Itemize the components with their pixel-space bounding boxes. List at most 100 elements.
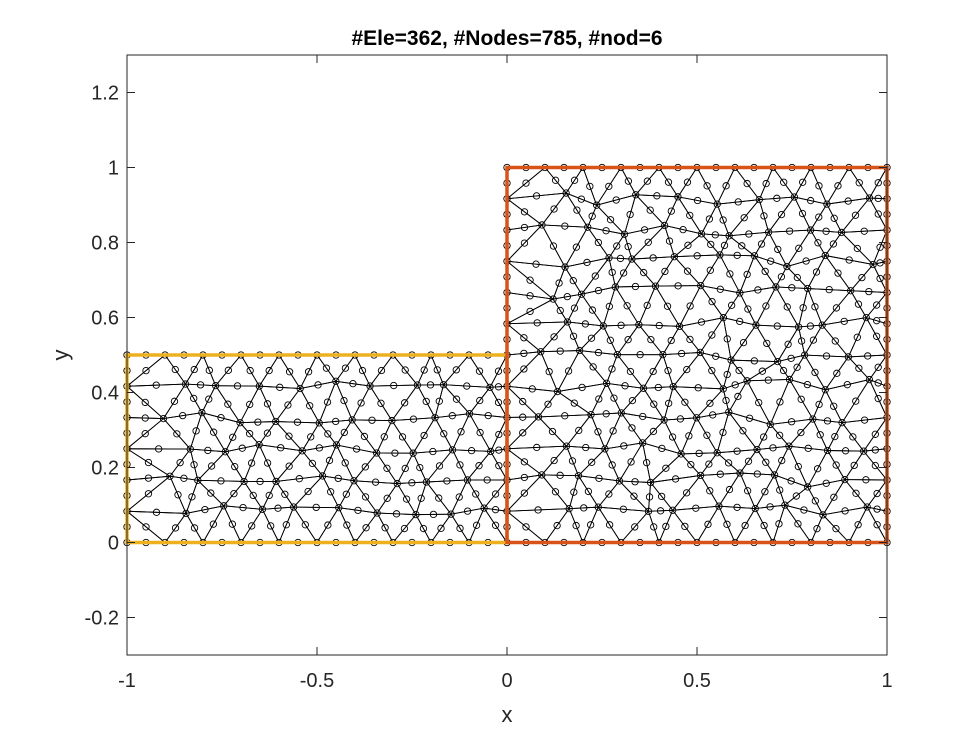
mesh-node: [526, 276, 534, 284]
mesh-node: [526, 292, 534, 300]
x-tick-label: -0.5: [300, 670, 334, 692]
mesh-node: [573, 206, 581, 214]
mesh-node: [681, 398, 689, 406]
mesh-node: [285, 462, 293, 470]
mesh-node: [440, 430, 448, 438]
mesh-node: [520, 365, 528, 373]
mesh-node: [173, 430, 181, 438]
mesh-node: [639, 412, 647, 421]
mesh-node: [285, 368, 294, 376]
mesh-node: [192, 427, 200, 435]
mesh-node: [608, 461, 616, 469]
mesh-node: [845, 256, 853, 264]
mesh-node: [850, 461, 858, 470]
mesh-node: [246, 366, 254, 375]
mesh-node: [401, 399, 409, 407]
mesh-node: [833, 369, 841, 377]
mesh-node: [858, 273, 866, 282]
mesh-node: [343, 521, 351, 529]
mesh-node: [708, 366, 716, 375]
mesh-node: [570, 488, 578, 496]
mesh-node: [799, 304, 807, 312]
mesh-node: [725, 408, 733, 416]
mesh-node: [706, 487, 714, 495]
mesh-node: [304, 487, 312, 496]
mesh-node: [744, 305, 752, 313]
y-tick-label: 1.2: [91, 83, 119, 105]
mesh-node: [813, 465, 822, 473]
mesh-node: [761, 488, 769, 496]
mesh-node: [362, 524, 370, 532]
mesh-node: [606, 336, 614, 344]
mesh-node: [643, 301, 651, 310]
mesh-node: [834, 269, 842, 277]
mesh-node: [758, 367, 766, 375]
mesh-node: [340, 396, 348, 405]
mesh-node: [832, 304, 841, 312]
mesh-node: [551, 176, 560, 184]
mesh-node: [707, 240, 715, 249]
mesh-node: [238, 444, 246, 452]
mesh-node: [265, 491, 273, 500]
mesh-node: [570, 304, 579, 312]
x-tick-label: 0.5: [683, 670, 711, 692]
mesh-node: [190, 524, 199, 532]
mesh-node: [608, 268, 616, 277]
mesh-node: [811, 368, 819, 377]
mesh-node: [761, 267, 769, 276]
mesh-node: [209, 520, 218, 528]
mesh-node: [640, 268, 648, 277]
mesh-node: [624, 336, 632, 344]
y-tick-label: 0.8: [91, 233, 119, 255]
mesh-node: [745, 414, 754, 422]
mesh-node: [767, 257, 775, 265]
mesh-node: [798, 209, 807, 218]
mesh-node: [420, 431, 428, 440]
mesh-node: [832, 461, 840, 469]
mesh-node: [417, 494, 425, 502]
mesh-node: [494, 367, 503, 375]
mesh-node: [586, 182, 594, 190]
mesh-node: [141, 398, 149, 407]
mesh-node: [551, 488, 560, 496]
mesh-node: [876, 259, 884, 267]
y-tick-label: 0.2: [91, 458, 119, 480]
mesh-node: [640, 226, 649, 234]
mesh-node: [420, 366, 428, 374]
mesh-node: [739, 427, 747, 435]
mesh-node: [727, 301, 736, 309]
mesh-node: [179, 411, 187, 420]
mesh-node: [778, 456, 786, 465]
mesh-node: [784, 340, 792, 348]
mesh-node: [224, 366, 232, 374]
mesh-node: [876, 274, 884, 283]
mesh-node: [229, 433, 237, 441]
mesh-node: [569, 276, 577, 285]
mesh-node: [419, 524, 428, 533]
mesh-node: [650, 523, 658, 531]
mesh-node: [739, 338, 748, 347]
mesh-node: [400, 524, 409, 533]
mesh-node: [736, 317, 744, 326]
mesh-node: [872, 317, 881, 325]
mesh-node: [658, 444, 666, 453]
mesh-node: [738, 242, 746, 250]
y-tick-label: 0: [108, 533, 119, 555]
mesh-node: [787, 477, 795, 485]
mesh-node: [792, 492, 800, 500]
mesh-node: [494, 398, 503, 407]
mesh-node: [735, 366, 743, 375]
mesh-node: [520, 489, 529, 497]
mesh-node: [664, 366, 672, 375]
mesh-node: [686, 302, 694, 310]
mesh-node: [180, 474, 188, 482]
mesh-node: [804, 483, 812, 491]
mesh-node: [455, 493, 463, 501]
mesh-node: [475, 367, 484, 375]
mesh-node: [783, 262, 791, 271]
mesh-node: [472, 521, 481, 529]
mesh-node: [605, 302, 613, 311]
mesh-node: [437, 524, 445, 532]
